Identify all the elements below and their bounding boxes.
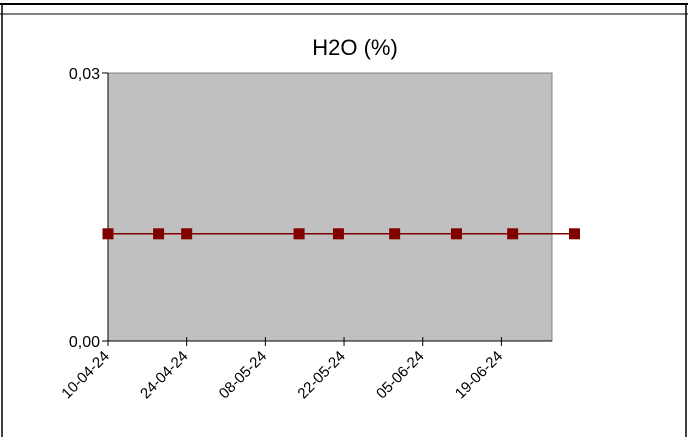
- chart-title: H2O (%): [312, 35, 398, 60]
- data-point-marker: [181, 228, 193, 240]
- x-tick-label: 05-06-24: [373, 348, 427, 402]
- x-tick-label: 10-04-24: [58, 348, 112, 402]
- axes-group: [102, 72, 552, 346]
- data-point-marker: [568, 228, 580, 240]
- series-group: [102, 228, 580, 240]
- data-point-marker: [332, 228, 344, 240]
- x-tick-label: 24-04-24: [137, 348, 191, 402]
- data-point-marker: [450, 228, 462, 240]
- plot-area: [107, 72, 553, 342]
- data-point-marker: [389, 228, 401, 240]
- data-point-marker: [293, 228, 305, 240]
- x-tick-label: 19-06-24: [452, 348, 506, 402]
- data-point-marker: [507, 228, 519, 240]
- data-point-marker: [153, 228, 165, 240]
- y-tick-label-min: 0,00: [69, 334, 100, 351]
- y-tick-label-max: 0,03: [69, 66, 100, 83]
- x-tick-labels-group: 10-04-24 24-04-24 08-05-24 22-05-24 05-06-24…: [58, 348, 506, 402]
- x-tick-label: 08-05-24: [216, 348, 270, 402]
- x-tick-label: 22-05-24: [294, 348, 348, 402]
- data-point-marker: [102, 228, 114, 240]
